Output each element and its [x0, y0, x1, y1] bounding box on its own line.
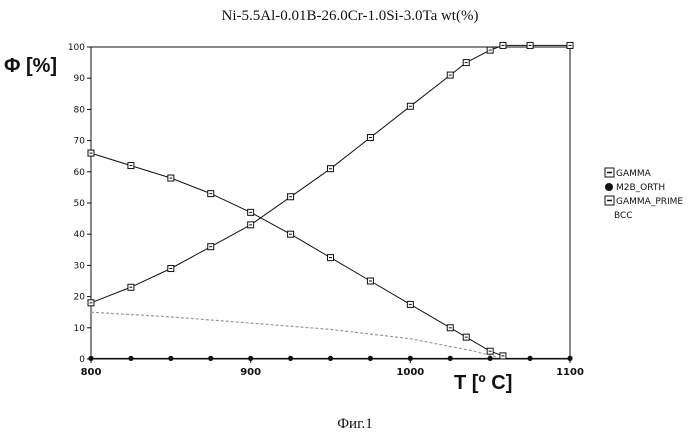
data-point-m2b-orth	[88, 356, 93, 361]
y-tick-label: 90	[74, 74, 86, 84]
y-tick-label: 10	[74, 324, 86, 334]
y-axis-label: Φ [%]	[4, 55, 57, 77]
legend-item-m2b-orth: M2B_ORTH	[605, 183, 665, 193]
legend-item-gamma-prime: GAMMA_PRIME	[605, 196, 683, 207]
data-point-m2b-orth	[448, 356, 453, 361]
data-point-m2b-orth	[567, 356, 572, 361]
y-tick-label: 70	[74, 137, 86, 147]
legend-label: GAMMA	[616, 169, 652, 179]
legend-item-gamma: GAMMA	[605, 168, 652, 179]
y-ticks: 0 10 20 30 40 50 60 70 80 90 100	[68, 43, 91, 365]
data-point-m2b-orth	[208, 356, 213, 361]
x-tick-label: 1100	[556, 367, 584, 378]
y-tick-label: 30	[74, 261, 86, 271]
y-tick-label: 100	[68, 43, 85, 53]
data-point-m2b-orth	[168, 356, 173, 361]
y-tick-label: 50	[74, 199, 86, 209]
data-point-m2b-orth	[408, 356, 413, 361]
y-tick-label: 0	[79, 355, 85, 365]
data-point-m2b-orth	[328, 356, 333, 361]
data-point-m2b-orth	[248, 356, 253, 361]
y-tick-label: 80	[74, 105, 86, 115]
data-point-m2b-orth	[128, 356, 133, 361]
x-axis-label: T [º C]	[454, 372, 512, 394]
x-tick-label: 1000	[396, 367, 424, 378]
x-tick-label: 800	[81, 367, 102, 378]
legend-label: BCC	[614, 211, 633, 221]
data-point-m2b-orth	[288, 356, 293, 361]
data-point-m2b-orth	[368, 356, 373, 361]
plot-area	[91, 47, 570, 359]
legend-item-bcc: BCC	[614, 211, 633, 221]
figure-caption: Фиг.1	[337, 416, 373, 432]
data-point-m2b-orth	[527, 356, 532, 361]
legend-marker	[605, 183, 613, 191]
data-point-m2b-orth	[488, 356, 493, 361]
legend-label: M2B_ORTH	[616, 183, 665, 193]
chart-title: Ni-5.5Al-0.01B-26.0Cr-1.0Si-3.0Ta wt(%)	[222, 8, 479, 24]
y-tick-label: 40	[74, 230, 86, 240]
x-tick-label: 900	[240, 367, 261, 378]
legend-label: GAMMA_PRIME	[616, 197, 683, 207]
y-tick-label: 20	[74, 293, 86, 303]
legend: GAMMA M2B_ORTH GAMMA_PRIME BCC	[605, 168, 683, 221]
y-tick-label: 60	[74, 168, 86, 178]
